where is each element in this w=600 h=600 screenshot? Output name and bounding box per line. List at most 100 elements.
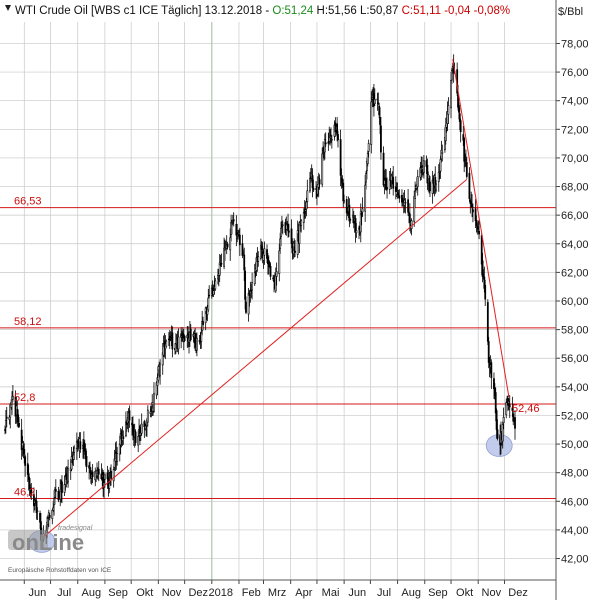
candle-body xyxy=(47,518,49,525)
candle xyxy=(422,155,425,179)
x-tick-label: Aug xyxy=(401,587,421,599)
y-tick-label: 46,00 xyxy=(561,496,589,508)
candle-body xyxy=(367,143,370,152)
candle xyxy=(214,277,217,291)
level-labels: 66,53 58,12 52,8 46,2 52,46 xyxy=(14,196,540,499)
candle-body xyxy=(132,425,134,433)
candle xyxy=(512,403,515,426)
candle-body xyxy=(493,378,495,390)
candle-body xyxy=(231,222,234,224)
candle xyxy=(486,299,489,346)
candle-body xyxy=(476,224,479,227)
candle-body xyxy=(39,512,41,523)
candle-body xyxy=(349,219,352,221)
x-tick-label: Mrz xyxy=(268,587,286,599)
candle-body xyxy=(231,222,233,226)
candle-body xyxy=(376,98,379,101)
candle xyxy=(171,326,174,358)
x-tick-label: Aug xyxy=(82,587,102,599)
y-tick-label: 76,00 xyxy=(561,67,589,79)
candle xyxy=(24,454,27,477)
candle-body xyxy=(304,209,307,212)
candle-body xyxy=(263,248,266,256)
candle xyxy=(410,218,413,236)
candle-body xyxy=(208,294,211,297)
candle xyxy=(35,489,38,520)
candle xyxy=(361,197,364,218)
candle xyxy=(472,203,474,223)
candle-body xyxy=(379,117,381,125)
candle-body xyxy=(220,263,223,265)
candle-body xyxy=(360,213,363,216)
candle-body xyxy=(118,443,121,455)
candle xyxy=(183,334,186,343)
candle-body xyxy=(165,340,168,347)
candle-body xyxy=(404,202,407,204)
candle xyxy=(484,279,487,307)
candle xyxy=(5,406,8,428)
candle xyxy=(140,413,143,436)
x-tick-label: Mai xyxy=(322,587,340,599)
level-label: 58,12 xyxy=(14,316,42,328)
candle xyxy=(177,328,180,355)
candle-body xyxy=(354,218,357,232)
candle-body xyxy=(305,201,308,210)
candle xyxy=(447,97,450,124)
candle xyxy=(275,262,278,286)
candle xyxy=(232,212,235,227)
x-tick-label: Sep xyxy=(108,587,128,599)
candle-body xyxy=(300,220,303,226)
candle-body xyxy=(440,149,443,160)
candle-body xyxy=(207,297,210,311)
candle-body xyxy=(351,214,354,218)
candle xyxy=(30,483,33,500)
candle xyxy=(451,67,453,84)
candle xyxy=(73,445,76,460)
candle-body xyxy=(244,270,247,300)
logo-brand: tradesignal xyxy=(58,525,93,532)
candle xyxy=(321,147,324,188)
candle-body xyxy=(294,250,296,253)
candle-body xyxy=(439,159,442,172)
candle xyxy=(128,405,131,428)
x-tick-label: Dez xyxy=(188,587,208,599)
candle xyxy=(404,198,407,214)
candle-body xyxy=(288,230,290,233)
x-tick-label: Jun xyxy=(29,587,47,599)
candle-body xyxy=(134,431,137,443)
candle xyxy=(370,91,373,154)
chevron-down-icon[interactable] xyxy=(5,5,11,11)
candle-body xyxy=(269,265,272,277)
candle-body xyxy=(410,220,413,230)
candle xyxy=(110,464,112,486)
candle xyxy=(36,507,39,520)
candle xyxy=(208,285,211,299)
candle-body xyxy=(366,153,369,164)
candle-body xyxy=(61,481,63,493)
candle-body xyxy=(260,245,263,250)
trend-lines xyxy=(41,59,510,539)
candle-body xyxy=(392,176,395,189)
candle xyxy=(487,337,490,369)
candle-body xyxy=(490,362,493,378)
candle-body xyxy=(235,223,238,236)
candle-body xyxy=(85,456,88,468)
y-tick-label: 64,00 xyxy=(561,239,589,251)
candle-body xyxy=(82,442,85,452)
candle-body xyxy=(324,142,327,145)
x-tick-label: Okt xyxy=(136,587,153,599)
candle-body xyxy=(198,340,201,342)
candle xyxy=(112,466,115,488)
candle-body xyxy=(383,180,386,185)
candle-body xyxy=(218,262,221,276)
candle-body xyxy=(435,183,438,191)
title-instrument: WTI Crude Oil [WBS c1 ICE Täglich] xyxy=(15,5,201,17)
unit-label: $/Bbl xyxy=(558,6,583,18)
candle-body xyxy=(280,227,282,237)
x-tick-label: Nov xyxy=(162,587,182,599)
candle-body xyxy=(339,139,342,176)
y-tick-label: 68,00 xyxy=(561,182,589,194)
